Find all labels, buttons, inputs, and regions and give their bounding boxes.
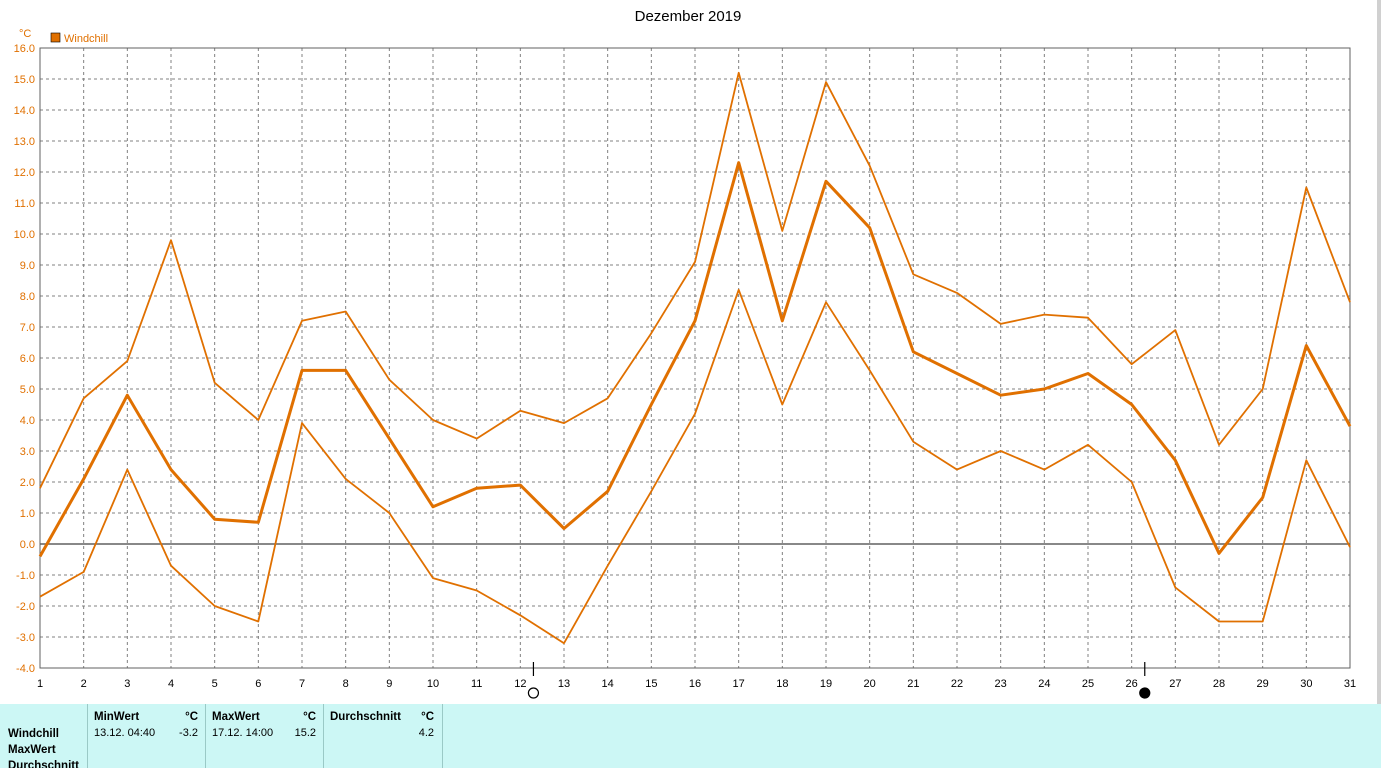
max-value: 15.2 [294,727,316,739]
x-tick-label: 25 [1082,678,1094,690]
x-tick-label: 11 [471,678,482,690]
x-tick-label: 24 [1038,678,1050,690]
x-tick-label: 16 [689,678,701,690]
min-column: MinWert °C 13.12. 04:40 -3.2 [87,704,206,768]
min-value: -3.2 [179,727,198,739]
max-column: MaxWert °C 17.12. 14:00 15.2 [205,704,324,768]
y-tick-label: 10.0 [14,229,35,241]
row-label-maxwert: MaxWert [8,744,56,756]
series-line-max [39,71,1351,489]
x-tick-label: 4 [168,678,174,690]
y-tick-label: 12.0 [14,167,35,179]
y-tick-label: 4.0 [20,415,35,427]
x-tick-label: 8 [343,678,349,690]
y-tick-label: 11.0 [14,198,35,210]
avg-column: Durchschnitt °C 4.2 [323,704,443,768]
chart-title: Dezember 2019 [635,8,742,25]
y-tick-label: -2.0 [16,601,35,613]
y-unit-label: °C [19,28,31,40]
y-tick-label: 6.0 [20,353,35,365]
y-tick-label: 8.0 [20,291,35,303]
x-tick-label: 28 [1213,678,1225,690]
y-tick-label: 16.0 [14,43,35,55]
right-edge-bar [1377,0,1381,704]
stats-row-labels: Windchill MaxWert Durchschnitt [8,726,79,768]
x-tick-label: 14 [602,678,614,690]
y-tick-label: -4.0 [16,663,35,675]
x-tick-label: 1 [37,678,43,690]
x-tick-label: 12 [514,678,526,690]
series-line-min [39,288,1351,645]
max-unit: °C [303,711,316,723]
y-tick-label: 2.0 [20,477,35,489]
y-tick-label: 1.0 [20,508,35,520]
x-tick-label: 13 [558,678,570,690]
x-tick-label: 20 [864,678,876,690]
x-tick-label: 31 [1344,678,1356,690]
x-tick-label: 2 [81,678,87,690]
series-line-avg [38,161,1352,558]
avg-unit: °C [421,711,434,723]
x-tick-label: 17 [733,678,745,690]
row-label-windchill: Windchill [8,728,60,740]
x-tick-label: 5 [212,678,218,690]
min-time: 13.12. 04:40 [94,727,156,739]
stats-panel: Windchill MaxWert Durchschnitt MinWert °… [0,704,1381,768]
y-tick-label: -1.0 [16,570,35,582]
avg-header: Durchschnitt [330,711,401,723]
plot-frame [39,47,1351,669]
x-tick-label: 26 [1126,678,1138,690]
x-tick-label: 10 [427,678,439,690]
legend-label: Windchill [64,33,108,45]
x-tick-label: 27 [1169,678,1181,690]
y-tick-label: 3.0 [20,446,35,458]
y-tick-label: 7.0 [20,322,35,334]
min-unit: °C [185,711,198,723]
y-tick-label: 13.0 [14,136,35,148]
x-tick-label: 7 [299,678,305,690]
row-label-durchschnitt: Durchschnitt [8,760,79,768]
chart: Dezember 2019°C Windchill16.015.014.013.0… [14,0,1381,704]
x-tick-label: 9 [386,678,392,690]
full-moon-icon [527,687,540,699]
x-tick-label: 15 [645,678,657,690]
new-moon-icon [1139,687,1151,699]
x-tick-label: 23 [995,678,1007,690]
x-tick-label: 22 [951,678,963,690]
y-tick-label: -3.0 [16,632,35,644]
max-time: 17.12. 14:00 [212,727,274,739]
min-header: MinWert [94,711,140,723]
x-tick-label: 29 [1257,678,1269,690]
y-tick-label: 15.0 [14,74,35,86]
avg-value: 4.2 [418,727,434,739]
x-tick-label: 30 [1300,678,1312,690]
y-tick-label: 0.0 [20,539,35,551]
y-tick-label: 14.0 [14,105,35,117]
y-tick-label: 9.0 [20,260,35,272]
x-tick-label: 18 [776,678,788,690]
x-tick-label: 21 [907,678,919,690]
legend-swatch [50,32,61,43]
x-tick-label: 6 [255,678,261,690]
y-tick-label: 5.0 [20,384,35,396]
max-header: MaxWert [212,711,260,723]
x-tick-label: 3 [124,678,130,690]
x-tick-label: 19 [820,678,832,690]
